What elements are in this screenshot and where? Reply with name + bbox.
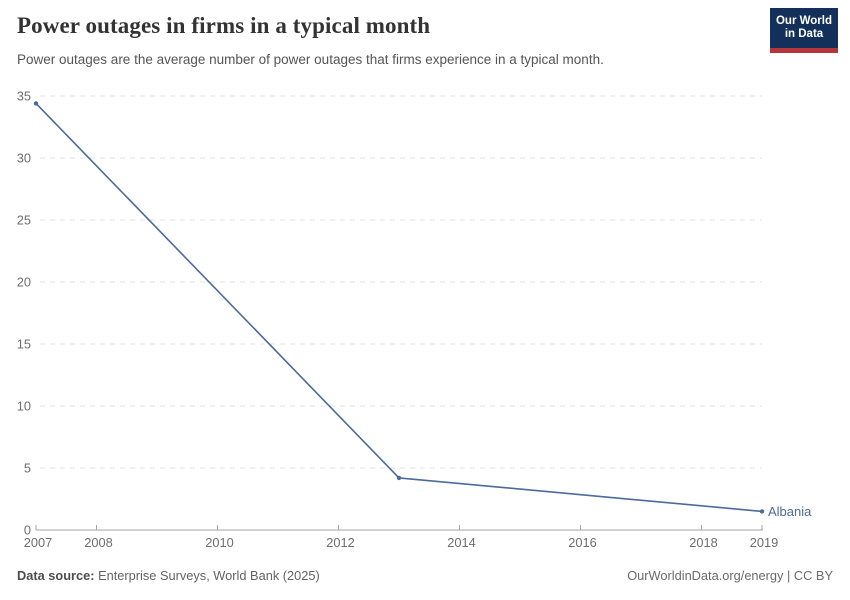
x-tick-label-2012: 2012 xyxy=(326,535,354,550)
y-tick-label-10: 10 xyxy=(17,399,31,414)
y-tick-label-25: 25 xyxy=(17,213,31,228)
data-point-albania-2019[interactable] xyxy=(759,509,765,514)
owid-logo[interactable]: Our World in Data xyxy=(770,8,838,53)
y-tick-label-15: 15 xyxy=(17,337,31,352)
chart-footer: Data source: Enterprise Surveys, World B… xyxy=(17,568,833,583)
y-tick-label-35: 35 xyxy=(17,89,31,104)
x-tick-label-2014: 2014 xyxy=(447,535,475,550)
y-tick-label-5: 5 xyxy=(24,461,31,476)
data-point-albania-2013[interactable] xyxy=(396,475,402,481)
y-tick-label-0: 0 xyxy=(24,523,31,538)
data-source-label: Data source: xyxy=(17,568,95,583)
data-source-value[interactable]: Enterprise Surveys, World Bank (2025) xyxy=(98,568,320,583)
data-source: Data source: Enterprise Surveys, World B… xyxy=(17,568,320,583)
data-point-albania-2007[interactable] xyxy=(33,101,39,106)
x-tick-label-2007: 2007 xyxy=(24,535,52,550)
x-tick-label-2008: 2008 xyxy=(84,535,112,550)
x-tick-label-2018: 2018 xyxy=(689,535,717,550)
series-line-albania[interactable] xyxy=(35,102,763,513)
owid-logo-line1: Our World xyxy=(775,15,832,27)
x-tick-label-2010: 2010 xyxy=(205,535,233,550)
chart-subtitle: Power outages are the average number of … xyxy=(17,52,604,67)
series-label-albania[interactable]: Albania xyxy=(768,504,812,519)
x-tick-label-2016: 2016 xyxy=(568,535,596,550)
footer-link[interactable]: OurWorldinData.org/energy | CC BY xyxy=(627,568,833,583)
chart-title: Power outages in firms in a typical mont… xyxy=(17,13,431,38)
y-tick-label-30: 30 xyxy=(17,151,31,166)
owid-logo-line2: in Data xyxy=(784,28,824,40)
y-tick-label-20: 20 xyxy=(17,275,31,290)
x-tick-label-2019: 2019 xyxy=(750,535,778,550)
line-chart[interactable]: 0 5 10 15 20 25 30 35 2007 2008 2010 2012 2014 2016 20… xyxy=(0,83,850,563)
